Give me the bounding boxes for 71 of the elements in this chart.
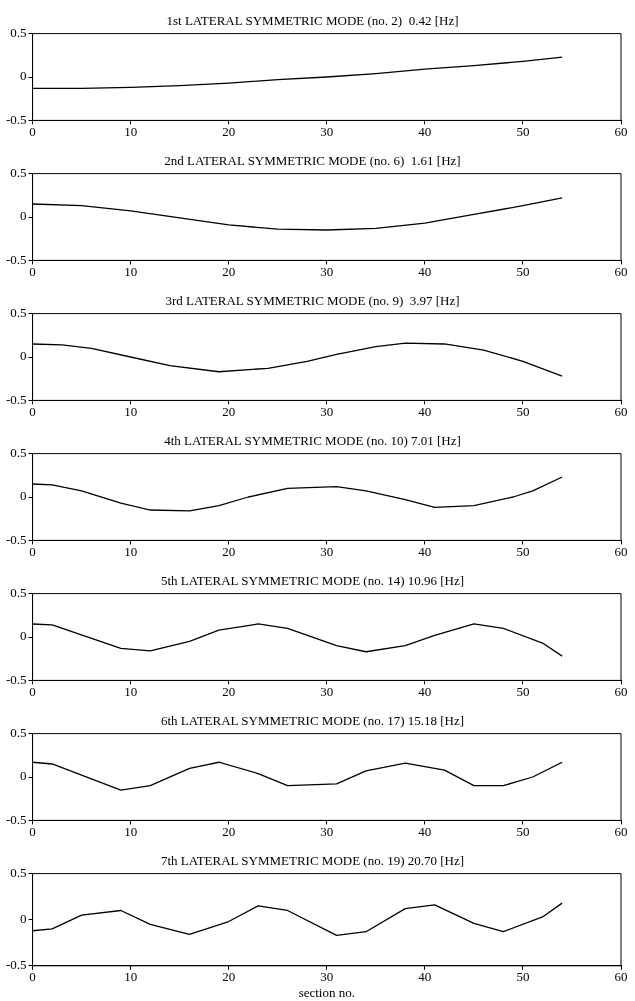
chart-title: 5th LATERAL SYMMETRIC MODE (no. 14) 10.96 [Hz] [160,573,465,589]
y-tick-label: -0.5 [5,671,27,687]
y-tick-label: 0.5 [10,25,27,41]
x-tick-label: 10 [124,403,138,419]
x-tick-label: 30 [320,403,334,419]
x-tick-label: 60 [614,683,628,699]
x-tick-label: 40 [418,543,432,559]
x-tick-label: 30 [320,123,334,139]
y-tick-label: 0 [20,628,27,644]
x-tick-label: 30 [320,823,334,839]
y-tick-label: 0 [20,68,27,84]
y-tick-label: -0.5 [5,811,27,827]
x-tick-label: 40 [418,403,432,419]
y-tick-label: 0.5 [10,585,27,601]
y-tick-label: 0.5 [10,725,27,741]
x-tick-label: 20 [222,543,236,559]
x-tick-label: 50 [516,543,530,559]
x-tick-label: 30 [320,263,334,279]
y-tick-label: 0 [20,488,27,504]
x-tick-label: 60 [614,823,628,839]
y-tick-label: 0.5 [10,445,27,461]
chart-title: 6th LATERAL SYMMETRIC MODE (no. 17) 15.18 [Hz] [160,713,465,729]
chart-title: 1st LATERAL SYMMETRIC MODE (no. 2) 0.42 [Hz] [166,13,459,29]
x-tick-label: 50 [516,969,530,985]
x-tick-label: 20 [222,403,236,419]
y-tick-label: -0.5 [5,957,27,973]
x-tick-label: 60 [614,403,628,419]
x-tick-label: 30 [320,969,334,985]
x-tick-label: 10 [124,823,138,839]
y-tick-label: -0.5 [5,111,27,127]
x-tick-label: 10 [124,123,138,139]
x-tick-label: 10 [124,543,138,559]
x-tick-label: 60 [614,543,628,559]
x-tick-label: 20 [222,823,236,839]
chart-title: 3rd LATERAL SYMMETRIC MODE (no. 9) 3.97 [Hz] [165,293,460,309]
y-tick-label: 0.5 [10,165,27,181]
y-tick-label: -0.5 [5,251,27,267]
x-tick-label: 20 [222,123,236,139]
x-tick-label: 30 [320,683,334,699]
y-tick-label: 0.5 [10,305,27,321]
y-tick-label: 0 [20,911,27,927]
x-tick-label: 50 [516,403,530,419]
x-tick-label: 60 [614,123,628,139]
x-tick-label: 50 [516,683,530,699]
y-tick-label: 0 [20,348,27,364]
chart-title: 4th LATERAL SYMMETRIC MODE (no. 10) 7.01 [Hz] [164,433,461,449]
x-tick-label: 60 [614,263,628,279]
x-tick-label: 20 [222,969,236,985]
x-tick-label: 10 [124,683,138,699]
x-tick-label: 40 [418,123,432,139]
chart-title: 7th LATERAL SYMMETRIC MODE (no. 19) 20.70 [Hz] [160,853,465,869]
y-tick-label: -0.5 [5,391,27,407]
x-tick-label: 20 [222,683,236,699]
x-tick-label: 40 [418,969,432,985]
x-tick-label: 60 [614,969,628,985]
x-tick-label: 10 [124,969,138,985]
x-tick-label: 40 [418,263,432,279]
chart-title: 2nd LATERAL SYMMETRIC MODE (no. 6) 1.61 [Hz] [164,153,461,169]
y-tick-label: 0 [20,208,27,224]
x-tick-label: 30 [320,543,334,559]
y-tick-label: -0.5 [5,531,27,547]
y-tick-label: 0.5 [10,865,27,881]
x-tick-label: 50 [516,823,530,839]
x-tick-label: 50 [516,123,530,139]
x-tick-label: 40 [418,683,432,699]
y-tick-label: 0 [20,768,27,784]
x-tick-label: 40 [418,823,432,839]
x-tick-label: 10 [124,263,138,279]
x-tick-label: 50 [516,263,530,279]
x-axis-title: section no. [298,984,355,1000]
x-tick-label: 20 [222,263,236,279]
